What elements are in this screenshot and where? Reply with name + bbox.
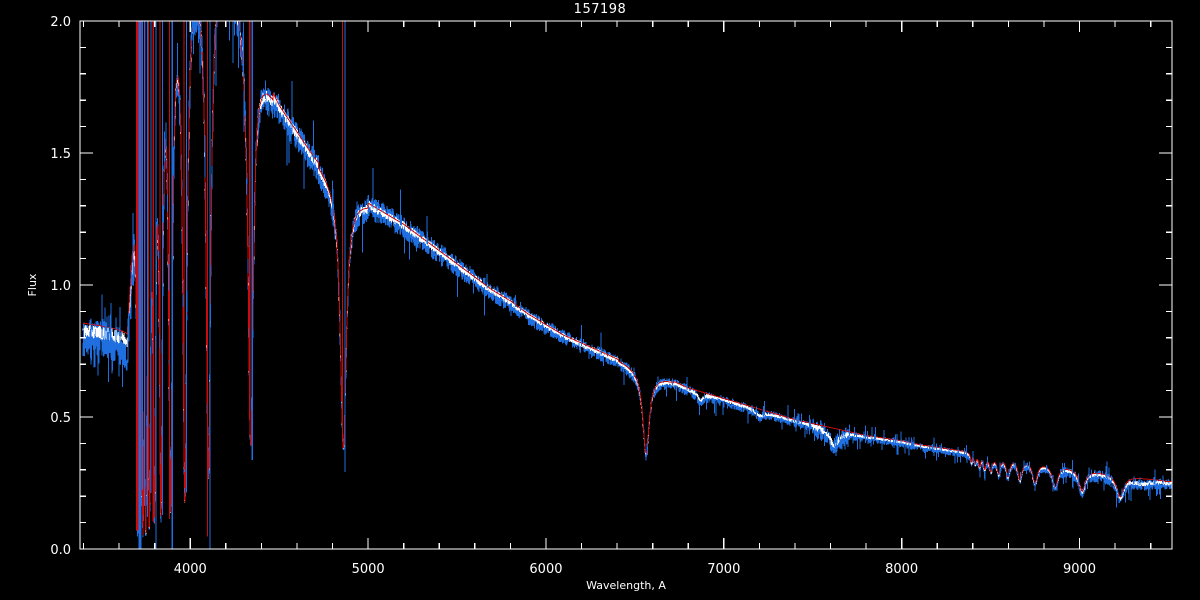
y-tick-label: 1.5 bbox=[50, 147, 71, 162]
x-tick-label: 6000 bbox=[529, 562, 562, 577]
curve-layer bbox=[80, 21, 1172, 549]
x-tick-label: 8000 bbox=[885, 562, 918, 577]
spectrum-curve-smoothed bbox=[82, 21, 1172, 538]
y-tick-label: 0.0 bbox=[50, 543, 71, 558]
x-tick-label: 9000 bbox=[1063, 562, 1096, 577]
y-axis-title: Flux bbox=[26, 273, 39, 296]
x-tick-label: 4000 bbox=[174, 562, 207, 577]
y-tick-label: 1.0 bbox=[50, 279, 71, 294]
spectrum-curve-model bbox=[82, 21, 1172, 537]
x-axis-title: Wavelength, A bbox=[586, 579, 666, 592]
x-tick-label: 5000 bbox=[352, 562, 385, 577]
y-tick-label: 2.0 bbox=[50, 15, 71, 30]
page-title: 157198 bbox=[573, 2, 627, 17]
y-tick-label: 0.5 bbox=[50, 411, 71, 426]
spectrum-curve-observed bbox=[82, 21, 1172, 538]
axis-layer bbox=[79, 20, 1173, 550]
x-tick-label: 7000 bbox=[707, 562, 740, 577]
axis-label-layer: 4000 5000 6000 7000 8000 9000 0.0 0.5 1.0 1.5 2.0 W… bbox=[26, 15, 1096, 592]
